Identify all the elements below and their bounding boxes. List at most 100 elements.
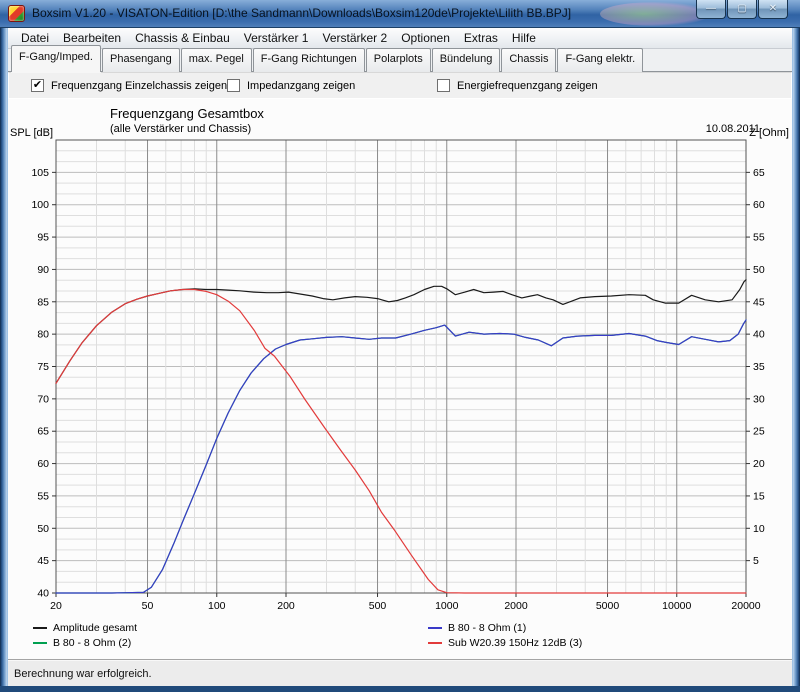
menu-extras[interactable]: Extras <box>463 31 498 45</box>
y-right-tick-label: 60 <box>753 199 765 211</box>
checkbox-label: Impedanzgang zeigen <box>247 79 356 92</box>
y-right-tick-label: 25 <box>753 426 765 438</box>
y-left-tick-label: 100 <box>31 199 49 211</box>
tab-f-gang-richtungen[interactable]: F-Gang Richtungen <box>252 48 365 72</box>
menu-optionen[interactable]: Optionen <box>401 31 450 45</box>
checkbox-label: Frequenzgang Einzelchassis zeigen <box>51 79 228 92</box>
legend-line-swatch <box>33 627 47 629</box>
boxsim-app-icon <box>8 5 25 22</box>
window-title: Boxsim V1.20 - VISATON-Edition [D:\the S… <box>32 6 572 20</box>
y-left-tick-label: 55 <box>37 490 49 502</box>
y-axis-left-label: SPL [dB] <box>10 127 54 139</box>
aero-glass-highlight <box>600 2 710 26</box>
y-left-tick-label: 80 <box>37 329 49 341</box>
x-tick-label: 10000 <box>662 600 691 612</box>
legend-item: Amplitude gesamt <box>33 622 137 634</box>
legend-item: Sub W20.39 150Hz 12dB (3) <box>428 637 582 649</box>
window-border-left <box>0 28 8 686</box>
x-tick-label: 20000 <box>731 600 760 612</box>
status-text: Berechnung war erfolgreich. <box>14 667 152 680</box>
checkbox-label: Energiefrequenzgang zeigen <box>457 79 598 92</box>
unchecked-checkbox-icon[interactable] <box>227 79 240 92</box>
y-right-tick-label: 15 <box>753 490 765 502</box>
y-axis-right-label: Z [Ohm] <box>749 127 789 139</box>
menu-datei[interactable]: Datei <box>21 31 50 45</box>
y-left-tick-label: 85 <box>37 296 49 308</box>
y-left-tick-label: 45 <box>37 555 49 567</box>
tab-polarplots[interactable]: Polarplots <box>365 48 431 72</box>
tab-bündelung[interactable]: Bündelung <box>431 48 501 72</box>
y-right-tick-label: 5 <box>753 555 759 567</box>
chart-date: 10.08.2011 <box>705 123 760 135</box>
tab-f-gang-imped-[interactable]: F-Gang/Imped. <box>11 45 101 72</box>
legend-item: B 80 - 8 Ohm (1) <box>428 622 526 634</box>
frequency-response-plot: 40 45 50 55 60 65 70 75 80 85 90 95 100 105 5 10 15 20 25 3… <box>31 139 765 612</box>
x-tick-label: 50 <box>142 600 154 612</box>
maximize-button[interactable]: ▢ <box>727 0 757 19</box>
y-left-tick-label: 50 <box>37 523 49 535</box>
status-bar: Berechnung war erfolgreich. <box>8 659 792 686</box>
y-right-tick-label: 55 <box>753 232 765 244</box>
tab-phasengang[interactable]: Phasengang <box>101 48 180 72</box>
legend-label: B 80 - 8 Ohm (1) <box>448 622 527 634</box>
y-right-tick-label: 40 <box>753 329 765 341</box>
tab-chassis[interactable]: Chassis <box>501 48 557 72</box>
menu-bar: Datei Bearbeiten Chassis & Einbau Verstärke… <box>8 28 792 49</box>
chart-subtitle: (alle Verstärker und Chassis) <box>110 123 252 135</box>
x-tick-label: 5000 <box>596 600 620 612</box>
legend-line-swatch <box>428 627 442 629</box>
y-right-tick-label: 10 <box>753 523 765 535</box>
tab-f-gang-elektr-[interactable]: F-Gang elektr. <box>557 48 644 72</box>
checkbox-impedanzgang-zeigen[interactable]: Impedanzgang zeigen <box>227 79 355 92</box>
x-tick-label: 20 <box>50 600 62 612</box>
tab-strip: F-Gang/Imped. Phasengang max. Pegel F-Gang … <box>8 45 792 72</box>
y-left-tick-label: 95 <box>37 232 49 244</box>
unchecked-checkbox-icon[interactable] <box>437 79 450 92</box>
y-left-tick-label: 40 <box>37 588 49 600</box>
legend-label: Sub W20.39 150Hz 12dB (3) <box>448 636 583 649</box>
tab-max-pegel[interactable]: max. Pegel <box>180 48 252 72</box>
x-tick-label: 1000 <box>435 600 459 612</box>
x-tick-label: 100 <box>208 600 226 612</box>
chart-panel: Frequenzgang Gesamtbox (alle Verstärker … <box>8 99 792 659</box>
menu-chassis-einbau[interactable]: Chassis & Einbau <box>135 31 230 45</box>
menu-bearbeiten[interactable]: Bearbeiten <box>63 31 122 45</box>
y-right-tick-label: 30 <box>753 393 765 405</box>
legend-item: B 80 - 8 Ohm (2) <box>33 637 131 649</box>
legend-line-swatch <box>428 641 442 644</box>
y-left-tick-label: 70 <box>37 393 49 405</box>
x-tick-label: 200 <box>277 600 295 612</box>
y-right-tick-label: 50 <box>753 264 765 276</box>
y-right-tick-label: 20 <box>753 458 765 470</box>
curve-b-80-8-ohm-1- <box>55 319 747 594</box>
x-tick-label: 500 <box>369 600 387 612</box>
menu-hilfe[interactable]: Hilfe <box>511 31 536 45</box>
close-button[interactable]: ✕ <box>758 0 788 19</box>
legend-line-swatch <box>33 641 47 644</box>
curve-b-80-8-ohm-2- <box>55 319 747 594</box>
y-right-tick-label: 65 <box>753 167 765 179</box>
y-right-tick-label: 35 <box>753 361 765 373</box>
chart-title: Frequenzgang Gesamtbox <box>110 106 264 121</box>
legend-label: Amplitude gesamt <box>53 622 138 634</box>
window-border-right <box>792 28 800 686</box>
menu-verstärker-1[interactable]: Verstärker 1 <box>243 31 309 45</box>
y-left-tick-label: 60 <box>37 458 49 470</box>
menu-verstärker-2[interactable]: Verstärker 2 <box>322 31 388 45</box>
minimize-button[interactable]: — <box>696 0 726 19</box>
checked-checkbox-icon[interactable]: ✔ <box>31 79 44 92</box>
title-bar[interactable]: Boxsim V1.20 - VISATON-Edition [D:\the S… <box>0 0 800 28</box>
checkbox-frequenzgang-einzelchassis-zeigen[interactable]: ✔ Frequenzgang Einzelchassis zeigen <box>31 79 227 92</box>
y-right-tick-label: 45 <box>753 296 765 308</box>
y-left-tick-label: 65 <box>37 426 49 438</box>
checkbox-energiefrequenzgang-zeigen[interactable]: Energiefrequenzgang zeigen <box>437 79 598 92</box>
options-panel: ✔ Frequenzgang Einzelchassis zeigen Impeda… <box>8 72 792 99</box>
window-controls: — ▢ ✕ <box>695 0 788 19</box>
curve-sub-w20-39-150hz-12db-3- <box>55 288 747 594</box>
y-left-tick-label: 75 <box>37 361 49 373</box>
legend-label: B 80 - 8 Ohm (2) <box>53 636 132 649</box>
window-border-bottom <box>0 686 800 692</box>
y-left-tick-label: 90 <box>37 264 49 276</box>
y-left-tick-label: 105 <box>31 167 49 179</box>
